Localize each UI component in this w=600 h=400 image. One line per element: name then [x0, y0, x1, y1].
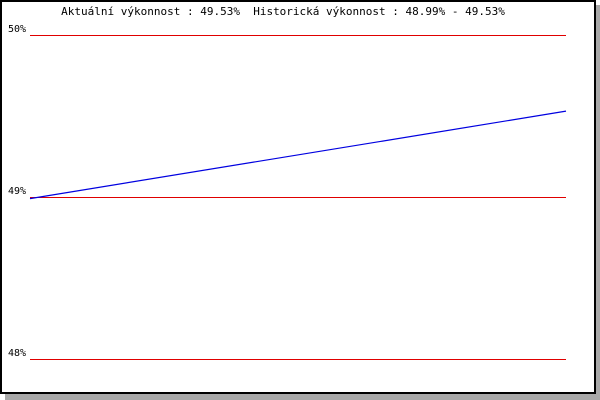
- y-tick-label: 50%: [8, 24, 26, 35]
- y-tick-label: 49%: [8, 186, 26, 197]
- series-line: [29, 110, 567, 200]
- chart-title: Aktuální výkonnost : 49.53% Historická v…: [61, 5, 505, 18]
- y-tick-label: 48%: [8, 348, 26, 359]
